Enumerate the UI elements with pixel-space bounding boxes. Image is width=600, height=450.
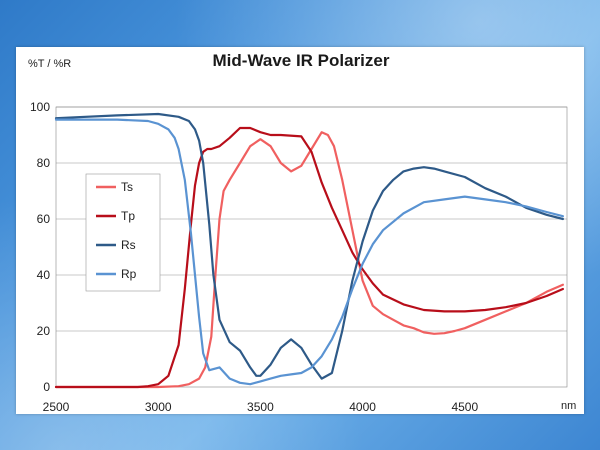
y-tick-60: 60 [37, 212, 51, 226]
y-tick-20: 20 [37, 324, 51, 338]
chart-title: Mid-Wave IR Polarizer [213, 51, 390, 70]
x-tick-3500: 3500 [247, 400, 274, 414]
x-axis-label: nm [561, 400, 576, 412]
legend-label-rp: Rp [121, 267, 137, 281]
legend-box [85, 173, 161, 292]
series-line-rs [54, 112, 565, 380]
chart-svg: Mid-Wave IR Polarizer %T / %R nm 0 20 40 60… [28, 51, 576, 414]
y-axis-label: %T / %R [28, 58, 71, 70]
x-tick-3000: 3000 [145, 400, 172, 414]
legend-label-tp: Tp [121, 209, 135, 223]
legend-label-rs: Rs [121, 238, 136, 252]
x-tick-labels: 2500 3000 3500 4000 4500 [43, 400, 479, 414]
y-tick-40: 40 [37, 268, 51, 282]
x-tick-4500: 4500 [451, 400, 478, 414]
x-tick-4000: 4000 [349, 400, 376, 414]
series-line-rp [54, 118, 565, 386]
chart-panel: Mid-Wave IR Polarizer %T / %R nm 0 20 40 60… [16, 47, 584, 414]
plot-frame [55, 106, 568, 388]
series-lines [54, 112, 565, 389]
y-tick-100: 100 [30, 100, 50, 114]
series-line-ts [54, 131, 565, 389]
legend-label-ts: Ts [121, 180, 133, 194]
series-line-tp [54, 126, 565, 389]
y-tick-labels: 0 20 40 60 80 100 [30, 100, 50, 394]
y-tick-0: 0 [43, 380, 50, 394]
y-tick-80: 80 [37, 156, 51, 170]
legend: Ts Tp Rs Rp [85, 173, 161, 292]
x-tick-2500: 2500 [43, 400, 70, 414]
